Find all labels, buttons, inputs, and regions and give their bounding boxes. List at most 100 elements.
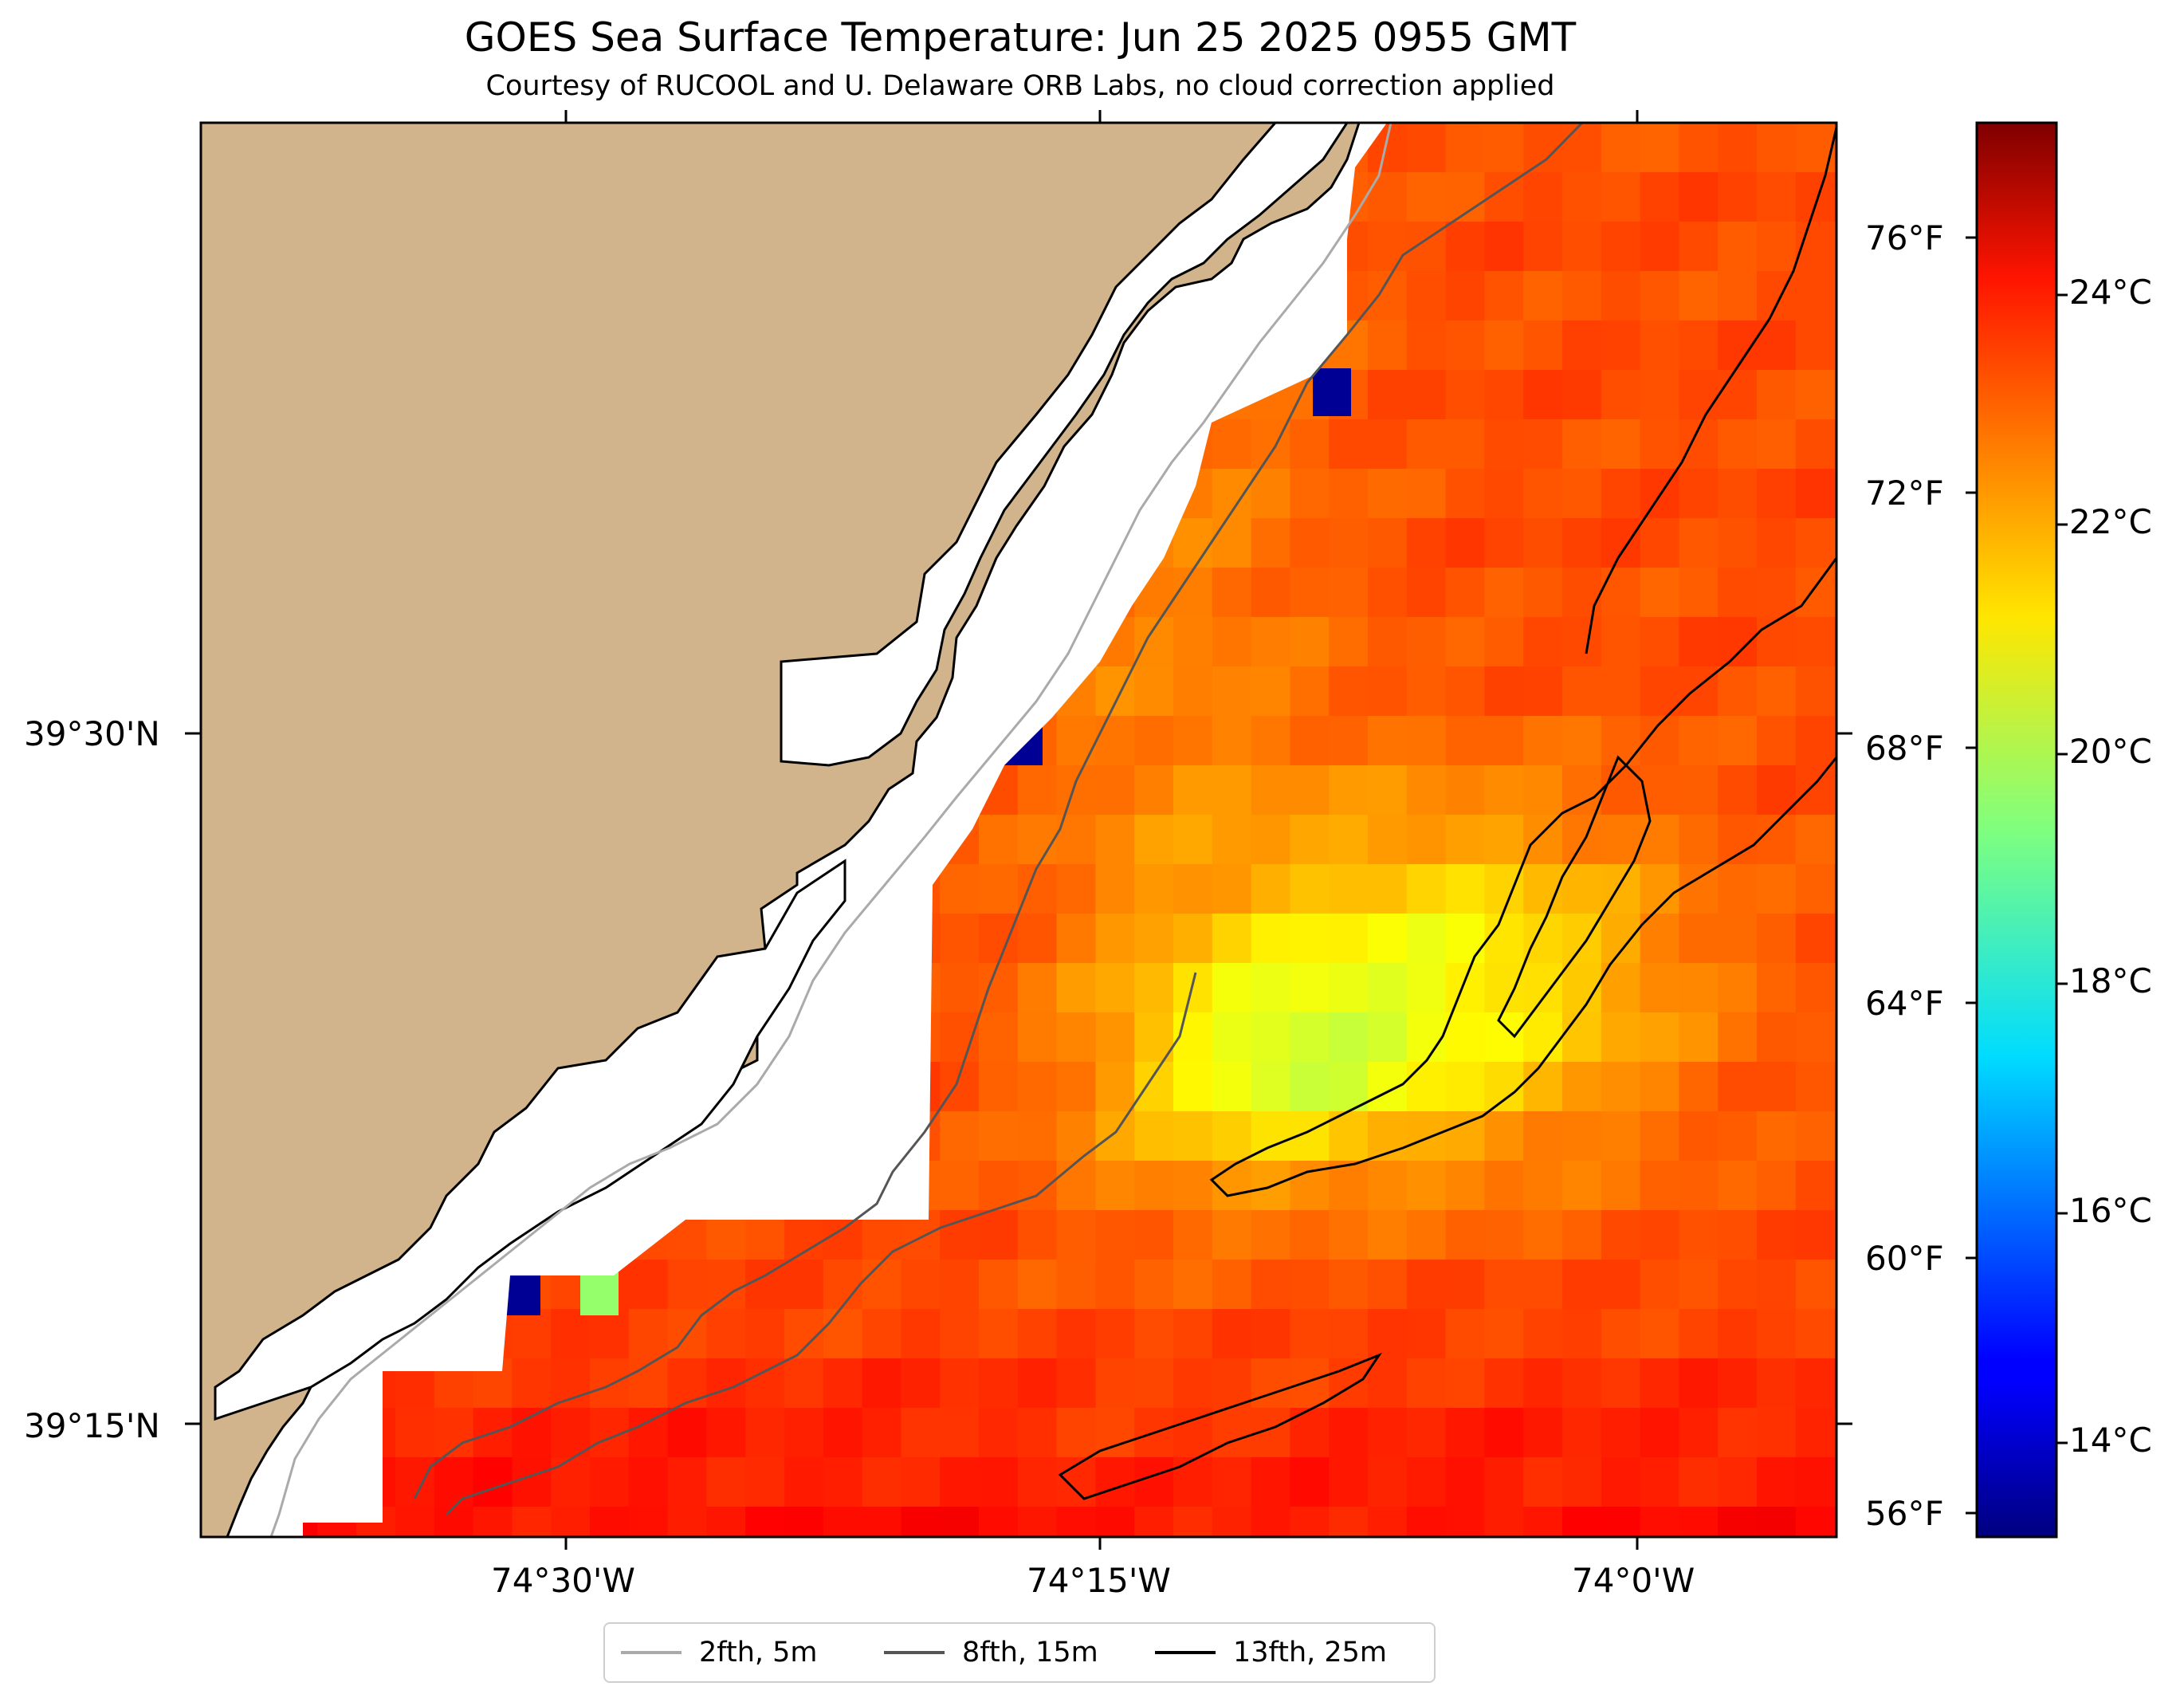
sst-cell bbox=[1601, 123, 1641, 173]
sst-cell bbox=[1368, 765, 1408, 816]
sst-cell bbox=[1795, 1062, 1836, 1112]
sst-cell bbox=[1523, 1012, 1563, 1063]
sst-cell bbox=[1484, 1062, 1524, 1112]
sst-cell bbox=[1134, 1358, 1174, 1409]
sst-cell bbox=[1406, 1111, 1447, 1161]
sst-cell bbox=[784, 1507, 824, 1537]
sst-cell bbox=[1173, 568, 1213, 618]
sst-cell bbox=[1290, 815, 1330, 865]
sst-cell bbox=[745, 1457, 785, 1507]
isobath-13fth-b bbox=[1497, 755, 1652, 1039]
sst-cell bbox=[1212, 815, 1252, 865]
sst-cell bbox=[901, 1309, 941, 1359]
sst-cell bbox=[1795, 1210, 1836, 1260]
sst-cell bbox=[823, 1309, 863, 1359]
sst-cell bbox=[1523, 716, 1563, 766]
sst-cell bbox=[1601, 568, 1641, 618]
sst-cell bbox=[901, 1260, 941, 1310]
sst-cell bbox=[1795, 568, 1836, 618]
sst-cell bbox=[1601, 518, 1641, 568]
sst-cell bbox=[1406, 914, 1447, 964]
sst-cell bbox=[1562, 419, 1602, 470]
sst-cell bbox=[1445, 864, 1486, 914]
sst-cell bbox=[979, 1457, 1019, 1507]
sst-cell bbox=[1601, 271, 1641, 321]
sst-cell bbox=[1290, 1309, 1330, 1359]
sst-cell bbox=[1718, 222, 1758, 272]
sst-cell bbox=[1251, 617, 1291, 667]
sst-cell bbox=[1017, 1210, 1058, 1260]
sst-cell bbox=[1290, 1358, 1330, 1409]
sst-cell bbox=[1795, 419, 1836, 470]
sst-cell bbox=[628, 1358, 669, 1409]
sst-cell bbox=[1251, 1210, 1291, 1260]
sst-cell bbox=[1757, 1062, 1797, 1112]
sst-cell bbox=[1679, 765, 1719, 816]
sst-cell bbox=[1523, 765, 1563, 816]
sst-cell bbox=[1173, 716, 1213, 766]
sst-cell bbox=[1562, 1012, 1602, 1063]
sst-cell bbox=[1368, 320, 1408, 371]
sst-cell bbox=[1368, 172, 1408, 222]
sst-cell bbox=[1484, 765, 1524, 816]
sst-cell bbox=[1834, 666, 1836, 717]
sst-cell bbox=[1523, 1111, 1563, 1161]
sst-cell bbox=[1562, 1507, 1602, 1537]
sst-cell bbox=[1757, 666, 1797, 717]
sst-cell bbox=[1523, 469, 1563, 519]
back-bay bbox=[780, 123, 1349, 767]
sst-cell bbox=[1523, 518, 1563, 568]
sst-cell bbox=[1718, 123, 1758, 173]
sst-cell bbox=[1134, 963, 1174, 1013]
map-frame bbox=[199, 121, 1838, 1539]
sst-cell bbox=[1368, 1161, 1408, 1211]
sst-cell bbox=[1406, 1457, 1447, 1507]
sst-cell bbox=[1640, 1062, 1680, 1112]
sst-cell bbox=[979, 1507, 1019, 1537]
sst-cell bbox=[1640, 370, 1680, 420]
sst-cell bbox=[1679, 1507, 1719, 1537]
sst-cell bbox=[1251, 1260, 1291, 1310]
sst-cell bbox=[1679, 1111, 1719, 1161]
sst-cell bbox=[1601, 1408, 1641, 1458]
sst-cell bbox=[1834, 1358, 1836, 1409]
sst-cell bbox=[1406, 469, 1447, 519]
sst-cell bbox=[1523, 815, 1563, 865]
sst-cell bbox=[1484, 1210, 1524, 1260]
sst-cell bbox=[1834, 568, 1836, 618]
sst-cell bbox=[1523, 1161, 1563, 1211]
sst-cell bbox=[1290, 765, 1330, 816]
sst-cell bbox=[1329, 1457, 1369, 1507]
sst-cell bbox=[551, 1358, 591, 1409]
sst-cell bbox=[551, 1408, 591, 1458]
sst-cell bbox=[1290, 1012, 1330, 1063]
sst-cell bbox=[1406, 815, 1447, 865]
sst-cell bbox=[1484, 1507, 1524, 1537]
sst-cell bbox=[1523, 1358, 1563, 1409]
sst-cell bbox=[473, 1507, 513, 1537]
sst-cell bbox=[1834, 172, 1836, 222]
sst-cell bbox=[1679, 1062, 1719, 1112]
sst-cell bbox=[1562, 222, 1602, 272]
map-title: GOES Sea Surface Temperature: Jun 25 202… bbox=[464, 14, 1577, 61]
sst-cell bbox=[1523, 419, 1563, 470]
sst-cell bbox=[1795, 1012, 1836, 1063]
sst-cell bbox=[1173, 1062, 1213, 1112]
sst-cell bbox=[862, 1260, 902, 1310]
sst-cell bbox=[1795, 666, 1836, 717]
sst-cell bbox=[1757, 370, 1797, 420]
sst-cell bbox=[940, 914, 980, 964]
sst-cell bbox=[1757, 419, 1797, 470]
sst-cell bbox=[1523, 1260, 1563, 1310]
sst-cell bbox=[1718, 815, 1758, 865]
sst-cell bbox=[1757, 963, 1797, 1013]
sst-cell bbox=[1329, 716, 1369, 766]
isobath-13fth bbox=[1209, 557, 1836, 1197]
sst-cell bbox=[979, 1111, 1019, 1161]
sst-cell bbox=[1056, 1507, 1097, 1537]
sst-cell bbox=[1445, 320, 1486, 371]
sst-cell bbox=[1834, 1161, 1836, 1211]
sst-cell bbox=[1368, 815, 1408, 865]
sst-cell bbox=[1173, 963, 1213, 1013]
sst-cell bbox=[1795, 914, 1836, 964]
